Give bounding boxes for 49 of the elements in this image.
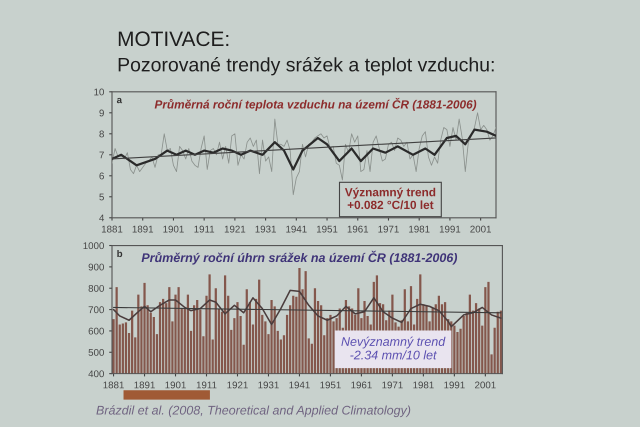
text: MOTIVACE: (118, 31, 228, 46)
x-tick-label: 1911 (196, 382, 216, 388)
x-tick-label: 1961 (351, 382, 372, 388)
x-tick-label: 1921 (227, 382, 248, 388)
x-tick-label: 2001 (470, 226, 491, 233)
x-tick-label: 1931 (256, 226, 276, 233)
y-tick-label: 6 (99, 172, 104, 180)
annotation: Nevýznamný trend -2.34 mm/10 let (341, 336, 446, 360)
y-tick-label: 10 (94, 88, 104, 96)
annotation: Významný trend +0.082 °C/10 let (344, 188, 436, 210)
text: Brázdil et al. (2008, Theoretical and Applied Climatology) (96, 405, 410, 418)
y-tick-label: 5 (99, 194, 104, 200)
x-tick-label: 1891 (134, 382, 155, 388)
x-tick-label: 1981 (409, 226, 430, 233)
x-tick-label: 1971 (378, 226, 399, 233)
text: Průměrná roční teplota vzduchu na území ČR (1881-2006) (154, 98, 476, 111)
chart-title: Průměrný roční úhrn srážek na území ČR (1881-2006) (142, 250, 458, 265)
x-tick-label: 1891 (132, 226, 154, 233)
y-tick-label: 800 (88, 284, 104, 292)
x-tick-label: 2001 (475, 382, 496, 388)
x-tick-label: 1911 (194, 226, 214, 233)
y-tick-label: 600 (88, 328, 104, 335)
x-tick-label: 1991 (444, 382, 465, 388)
y-tick-label: 500 (88, 349, 104, 356)
x-tick-label: 1991 (440, 226, 460, 233)
x-tick-label: 1921 (224, 226, 246, 233)
x-tick-label: 1881 (102, 226, 122, 233)
y-tick-label: 9 (99, 110, 104, 116)
y-tick-label: 400 (88, 370, 104, 378)
x-tick-label: 1951 (320, 382, 341, 388)
text: Pozorované trendy srážek a teplot vzduchu: (118, 57, 494, 76)
x-tick-label: 1931 (258, 382, 279, 388)
y-tick-label: 1000 (83, 242, 104, 250)
annotation: b (117, 250, 122, 258)
y-tick-label: 8 (99, 130, 104, 138)
x-tick-label: 1961 (348, 226, 368, 233)
x-tick-label: 1881 (103, 382, 124, 388)
x-tick-label: 1901 (165, 382, 186, 388)
y-tick-label: 900 (88, 264, 104, 270)
x-tick-label: 1971 (382, 382, 403, 388)
x-tick-label: 1951 (316, 226, 338, 233)
y-tick-label: 4 (99, 214, 104, 222)
x-tick-label: 1981 (413, 382, 434, 388)
y-tick-label: 700 (88, 306, 104, 314)
annotation: a (116, 98, 122, 104)
y-tick-label: 7 (99, 152, 104, 158)
x-tick-label: 1901 (163, 226, 184, 233)
x-tick-label: 1941 (286, 226, 307, 233)
x-tick-label: 1941 (289, 382, 310, 388)
